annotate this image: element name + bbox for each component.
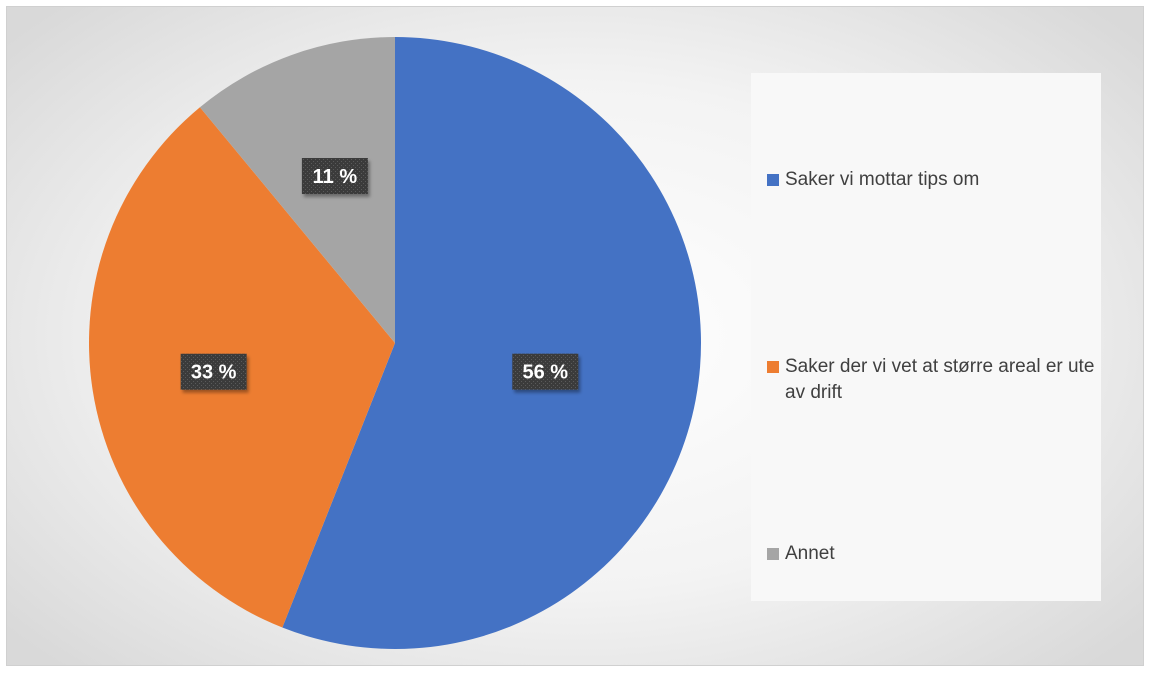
legend-swatch-blue bbox=[767, 174, 779, 186]
slice-saker-vi-mottar-tips-om bbox=[282, 37, 702, 649]
legend-label: Annet bbox=[785, 543, 835, 564]
data-label-56: 56 % bbox=[512, 353, 579, 390]
legend-swatch-gray bbox=[767, 548, 779, 560]
data-label-text: 56 % bbox=[522, 362, 568, 384]
pie-slices bbox=[89, 37, 702, 649]
legend-label: Saker vi mottar tips om bbox=[785, 169, 980, 190]
legend: Saker vi mottar tips om Saker der vi vet… bbox=[751, 73, 1101, 601]
legend-entry-annet: Annet bbox=[767, 541, 1097, 567]
chart-area: 56 % 33 % 11 % Saker vi mottar tips om Sak… bbox=[6, 6, 1144, 666]
data-label-box bbox=[512, 353, 579, 390]
legend-swatch-orange bbox=[767, 361, 779, 373]
legend-label: Saker der vi vet at større areal er ute … bbox=[785, 356, 1095, 403]
legend-entry-saker-der-vi-vet: Saker der vi vet at større areal er ute … bbox=[767, 354, 1097, 406]
data-label-text: 11 % bbox=[313, 166, 358, 188]
legend-entry-saker-vi-mottar-tips-om: Saker vi mottar tips om bbox=[767, 167, 1097, 193]
data-label-11: 11 % bbox=[301, 158, 368, 195]
slice-annet bbox=[199, 37, 395, 343]
pie-chart: 56 % 33 % 11 % bbox=[89, 37, 702, 649]
data-label-33: 33 % bbox=[180, 353, 247, 390]
data-label-box bbox=[180, 353, 247, 390]
pie-data-labels: 56 % 33 % 11 % bbox=[180, 158, 579, 390]
data-label-text: 33 % bbox=[191, 362, 237, 384]
data-label-box bbox=[301, 158, 368, 195]
